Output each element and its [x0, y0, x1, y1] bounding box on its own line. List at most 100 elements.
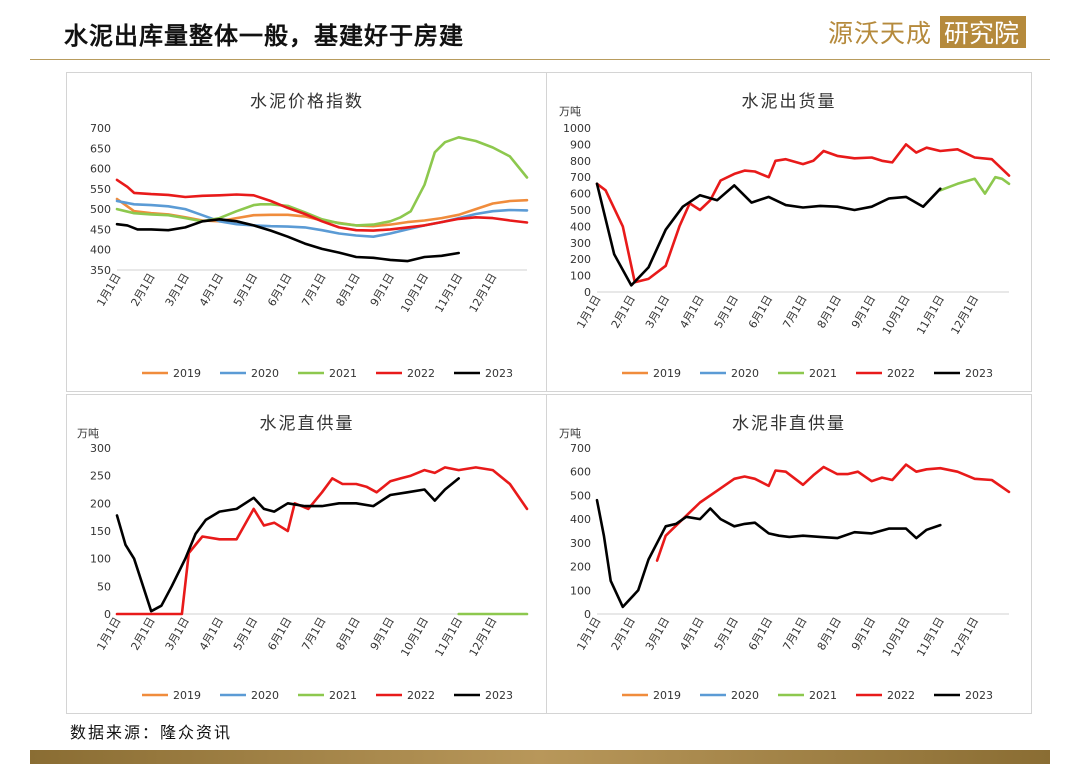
x-tick-label: 11月1日: [433, 615, 466, 659]
x-tick-label: 6月1日: [265, 615, 294, 653]
x-tick-label: 1月1日: [574, 293, 603, 331]
y-tick-label: 600: [570, 188, 591, 201]
chart-title: 水泥出货量: [741, 92, 837, 112]
x-tick-label: 6月1日: [746, 615, 775, 653]
x-tick-label: 9月1日: [368, 271, 397, 309]
x-tick-label: 5月1日: [231, 615, 260, 653]
x-tick-label: 11月1日: [914, 615, 947, 659]
header-divider: [30, 59, 1050, 60]
legend-label-2022: 2022: [407, 689, 435, 702]
x-tick-label: 8月1日: [334, 615, 363, 653]
series-line-2022: [115, 178, 529, 232]
page-title: 水泥出库量整体一般，基建好于房建: [64, 21, 464, 50]
legend-label-2021: 2021: [809, 689, 837, 702]
x-tick-label: 2月1日: [609, 615, 638, 653]
y-tick-label: 450: [90, 223, 111, 236]
series-line-2023: [115, 477, 461, 613]
chart-title: 水泥非直供量: [732, 414, 846, 434]
x-tick-label: 8月1日: [815, 293, 844, 331]
x-tick-label: 12月1日: [467, 271, 500, 315]
x-tick-label: 3月1日: [643, 615, 672, 653]
legend-label-2020: 2020: [731, 689, 759, 702]
x-tick-label: 10月1日: [398, 615, 431, 659]
series-line-2023: [115, 218, 461, 263]
x-tick-label: 7月1日: [780, 293, 809, 331]
x-tick-label: 5月1日: [712, 615, 741, 653]
legend-label-2020: 2020: [251, 367, 279, 380]
series-line-2022: [595, 143, 1011, 284]
x-tick-label: 10月1日: [398, 271, 431, 315]
y-tick-label: 900: [570, 138, 591, 151]
x-tick-label: 9月1日: [849, 293, 878, 331]
y-tick-label: 200: [570, 253, 591, 266]
legend-label-2021: 2021: [809, 367, 837, 380]
x-tick-label: 8月1日: [815, 615, 844, 653]
y-tick-label: 700: [570, 171, 591, 184]
legend-label-2023: 2023: [485, 689, 513, 702]
y-tick-label: 800: [570, 155, 591, 168]
x-tick-label: 6月1日: [265, 271, 294, 309]
chart-panel-price-index: 水泥价格指数 350 400 450 500 550 600 650 700 1月1日 2月1日 3…: [66, 72, 548, 392]
y-tick-label: 100: [570, 270, 591, 283]
x-tick-label: 5月1日: [231, 271, 260, 309]
y-tick-label: 550: [90, 183, 111, 196]
x-tick-label: 2月1日: [129, 271, 158, 309]
legend-label-2022: 2022: [887, 689, 915, 702]
x-tick-label: 12月1日: [949, 615, 982, 659]
x-tick-label: 4月1日: [197, 615, 226, 653]
y-tick-label: 650: [90, 142, 111, 155]
chart-panel-direct-supply: 水泥直供量 万吨 0 50 100 150 200 250 300 1月1日 2月1日 3月1日 4…: [66, 394, 548, 714]
y-tick-label: 50: [97, 580, 111, 593]
series-line-2023: [595, 498, 942, 609]
y-tick-label: 250: [90, 470, 111, 483]
direct-supply-chart: 0 50 100 150 200 250 300 1月1日 2月1日 3月1日 4月1日 5月1日 6月…: [90, 442, 529, 702]
x-tick-label: 4月1日: [677, 615, 706, 653]
unit-label: 万吨: [559, 105, 581, 118]
y-tick-label: 500: [570, 489, 591, 502]
legend-label-2022: 2022: [887, 367, 915, 380]
y-tick-label: 150: [90, 525, 111, 538]
x-tick-label: 10月1日: [880, 615, 913, 659]
unit-label: 万吨: [559, 427, 581, 440]
y-tick-label: 0: [104, 608, 111, 621]
series-line-2022: [655, 463, 1011, 562]
legend-label-2019: 2019: [173, 367, 201, 380]
x-tick-label: 4月1日: [677, 293, 706, 331]
x-tick-label: 1月1日: [574, 615, 603, 653]
chart-title: 水泥价格指数: [250, 92, 364, 112]
y-tick-label: 500: [570, 204, 591, 217]
legend-label-2019: 2019: [653, 689, 681, 702]
x-tick-label: 4月1日: [197, 271, 226, 309]
x-tick-label: 3月1日: [163, 271, 192, 309]
footer-bar: [30, 750, 1050, 764]
series-line-2021: [115, 136, 529, 227]
y-tick-label: 0: [584, 608, 591, 621]
y-tick-label: 100: [570, 584, 591, 597]
y-tick-label: 600: [90, 163, 111, 176]
legend-label-2023: 2023: [965, 367, 993, 380]
svg-text:研究院: 研究院: [944, 19, 1019, 48]
x-tick-label: 9月1日: [368, 615, 397, 653]
x-tick-label: 12月1日: [949, 293, 982, 337]
y-tick-label: 100: [90, 553, 111, 566]
x-tick-label: 5月1日: [712, 293, 741, 331]
x-tick-label: 3月1日: [643, 293, 672, 331]
legend-label-2023: 2023: [485, 367, 513, 380]
y-tick-label: 300: [570, 537, 591, 550]
x-tick-label: 7月1日: [299, 615, 328, 653]
y-tick-label: 350: [90, 264, 111, 277]
chart-title: 水泥直供量: [259, 414, 355, 434]
y-tick-label: 200: [90, 497, 111, 510]
data-source: 数据来源：隆众资讯: [70, 723, 233, 742]
legend-label-2023: 2023: [965, 689, 993, 702]
chart-panel-indirect-supply: 水泥非直供量 万吨 0 100 200 300 400 500 600 700 1月1日 2月1日…: [546, 394, 1032, 714]
indirect-supply-chart: 0 100 200 300 400 500 600 700 1月1日 2月1日 3月1日 4月1日 5月…: [570, 442, 1011, 702]
x-tick-label: 10月1日: [880, 293, 913, 337]
series-line-2022: [115, 466, 529, 616]
x-tick-label: 6月1日: [746, 293, 775, 331]
x-tick-label: 9月1日: [849, 615, 878, 653]
legend-label-2020: 2020: [731, 367, 759, 380]
legend-label-2019: 2019: [173, 689, 201, 702]
legend-label-2021: 2021: [329, 689, 357, 702]
